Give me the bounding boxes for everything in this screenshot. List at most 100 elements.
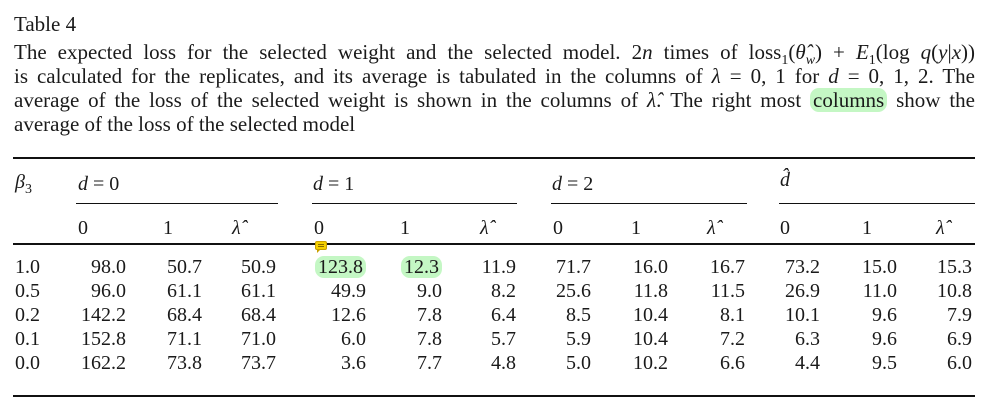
table-cell: 10.2 bbox=[633, 352, 668, 374]
highlighted-word[interactable]: columns bbox=[810, 88, 888, 112]
subheader-0: 0 bbox=[780, 217, 790, 239]
group-rule-d1 bbox=[312, 203, 517, 205]
table-cell: 61.1 bbox=[241, 280, 276, 302]
table-cell: 10.4 bbox=[633, 304, 668, 326]
caption-text: | bbox=[947, 40, 952, 64]
row-label-beta3: 0.2 bbox=[15, 304, 40, 326]
group-rule-d0 bbox=[76, 203, 278, 205]
table-cell: 5.0 bbox=[566, 352, 591, 374]
table-cell: 71.7 bbox=[556, 256, 591, 278]
caption-text: . The right most bbox=[656, 88, 811, 112]
caption-text: times of loss bbox=[652, 40, 782, 64]
table-cell: 6.0 bbox=[947, 352, 972, 374]
table-cell: 6.9 bbox=[947, 328, 972, 350]
row-label-beta3: 0.0 bbox=[15, 352, 40, 374]
subheader-lambda-hat: λ̂ bbox=[480, 217, 489, 239]
caption-line-2: is calculated for the replicates, and it… bbox=[14, 64, 975, 88]
header-rule bbox=[13, 243, 975, 245]
table-cell: 68.4 bbox=[167, 304, 202, 326]
table-cell: 5.9 bbox=[566, 328, 591, 350]
table-cell: 5.7 bbox=[491, 328, 516, 350]
table-cell: 50.7 bbox=[167, 256, 202, 278]
table-cell: 123.8 bbox=[315, 255, 366, 279]
row-header-beta3: β3 bbox=[15, 170, 32, 202]
table-cell: 25.6 bbox=[556, 280, 591, 302]
table-label: Table 4 bbox=[14, 12, 77, 36]
caption-line-4: average of the loss of the selected mode… bbox=[14, 112, 975, 136]
table-cell: 16.7 bbox=[710, 256, 745, 278]
subheader-1: 1 bbox=[862, 217, 872, 239]
comment-note-icon[interactable] bbox=[315, 241, 327, 253]
row-label-beta3: 1.0 bbox=[15, 256, 40, 278]
group-rule-dhat bbox=[779, 203, 975, 205]
caption-text: = 0, 1 for bbox=[720, 64, 829, 88]
table-cell: 26.9 bbox=[785, 280, 820, 302]
table-cell: 7.9 bbox=[947, 304, 972, 326]
subheader-1: 1 bbox=[631, 217, 641, 239]
highlighted-cell[interactable]: 12.3 bbox=[401, 256, 442, 278]
math-subscript: w bbox=[805, 53, 816, 69]
math-x: x bbox=[951, 40, 962, 64]
caption-text: is calculated for the replicates, and it… bbox=[14, 64, 712, 88]
table-cell: 9.6 bbox=[872, 328, 897, 350]
group-header-d1: d = 1 bbox=[313, 172, 354, 196]
table-cell: 11.0 bbox=[862, 280, 897, 302]
subheader-1: 1 bbox=[163, 217, 173, 239]
subheader-0: 0 bbox=[553, 217, 563, 239]
math-d: d bbox=[313, 173, 323, 195]
math-d: d bbox=[828, 64, 839, 88]
math-lambda-hat: λ̂ bbox=[646, 88, 657, 112]
table-cell: 15.0 bbox=[862, 256, 897, 278]
math-n: n bbox=[642, 40, 653, 64]
table-cell: 11.5 bbox=[710, 280, 745, 302]
subheader-lambda-hat: λ̂ bbox=[707, 217, 716, 239]
table-cell: 71.0 bbox=[241, 328, 276, 350]
table-cell: 73.7 bbox=[241, 352, 276, 374]
math-lambda: λ bbox=[711, 64, 721, 88]
table-cell: 10.1 bbox=[785, 304, 820, 326]
math-E: E bbox=[855, 40, 869, 64]
caption-text: (log bbox=[875, 40, 921, 64]
highlighted-cell[interactable]: 123.8 bbox=[315, 256, 366, 278]
table-cell: 8.5 bbox=[566, 304, 591, 326]
table-cell: 7.8 bbox=[417, 328, 442, 350]
table-cell: 7.8 bbox=[417, 304, 442, 326]
top-rule bbox=[13, 157, 975, 159]
table-cell: 6.3 bbox=[795, 328, 820, 350]
table-cell: 11.8 bbox=[633, 280, 668, 302]
math-theta-hat: θ̂ bbox=[795, 40, 806, 64]
caption-text: ( bbox=[931, 40, 939, 64]
caption-line-3: average of the loss of the selected weig… bbox=[14, 88, 975, 112]
table-cell: 96.0 bbox=[91, 280, 126, 302]
caption-text: The expected loss for the selected weigh… bbox=[14, 40, 643, 64]
table-cell: 10.4 bbox=[633, 328, 668, 350]
table-cell: 9.5 bbox=[872, 352, 897, 374]
table-cell: 61.1 bbox=[167, 280, 202, 302]
bottom-rule bbox=[13, 395, 975, 397]
group-header-text: = 1 bbox=[323, 173, 355, 195]
group-header-d0: d = 0 bbox=[78, 172, 119, 196]
table-cell: 9.6 bbox=[872, 304, 897, 326]
subheader-0: 0 bbox=[78, 217, 88, 239]
math-subscript: 1 bbox=[781, 53, 789, 69]
row-label-beta3: 0.1 bbox=[15, 328, 40, 350]
table-cell: 98.0 bbox=[91, 256, 126, 278]
subheader-lambda-hat: λ̂ bbox=[232, 217, 241, 239]
math-y: y bbox=[938, 40, 948, 64]
group-header-d2: d = 2 bbox=[552, 172, 593, 196]
group-header-text: = 0 bbox=[88, 173, 120, 195]
group-header-text: = 2 bbox=[562, 173, 594, 195]
math-d: d bbox=[78, 173, 88, 195]
table-cell: 12.3 bbox=[401, 255, 442, 279]
caption-text: = 0, 1, 2. The bbox=[838, 64, 975, 88]
table-cell: 6.6 bbox=[720, 352, 745, 374]
table-cell: 162.2 bbox=[81, 352, 126, 374]
subheader-0: 0 bbox=[314, 217, 324, 239]
caption-text: average of the loss of the selected mode… bbox=[14, 112, 356, 136]
table-cell: 8.2 bbox=[491, 280, 516, 302]
table-cell: 6.0 bbox=[341, 328, 366, 350]
caption-line-1: The expected loss for the selected weigh… bbox=[14, 40, 975, 73]
table-cell: 73.2 bbox=[785, 256, 820, 278]
table-cell: 7.2 bbox=[720, 328, 745, 350]
table-cell: 7.7 bbox=[417, 352, 442, 374]
